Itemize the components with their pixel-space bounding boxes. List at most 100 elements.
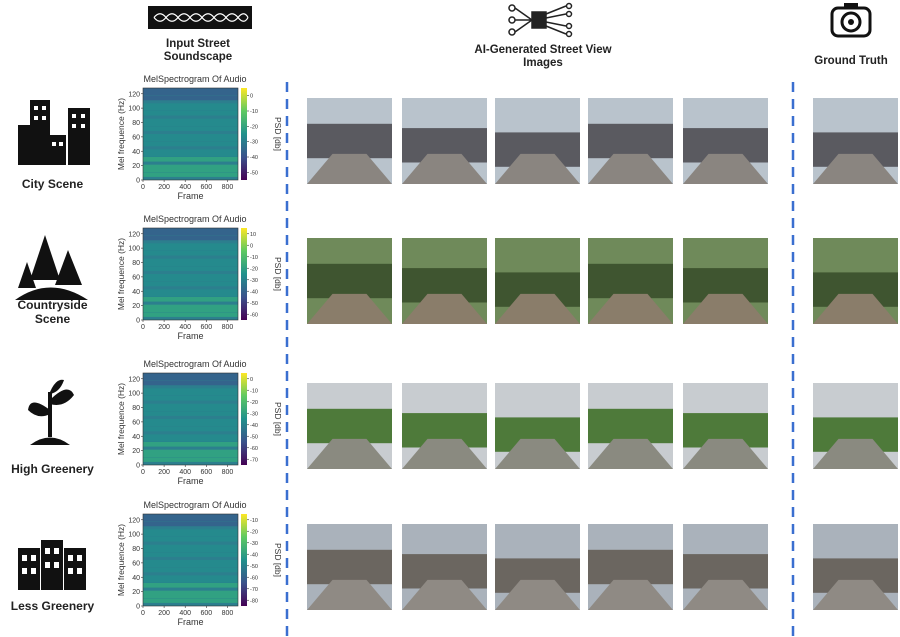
colorbar-tick-label: 10 (250, 232, 256, 238)
image-road (683, 579, 768, 610)
spectrogram-band (143, 396, 238, 401)
spectrogram-band (143, 103, 238, 111)
spectrogram-band (143, 141, 238, 147)
y-tick-label: 100 (128, 106, 140, 113)
y-tick-label: 80 (132, 120, 140, 127)
image-road (402, 579, 487, 610)
x-tick-label: 800 (222, 469, 234, 476)
generated-image (683, 524, 768, 610)
colorbar-tick-label: -50 (250, 170, 258, 176)
column-header: Ground Truth (814, 55, 888, 67)
y-tick-label: 20 (132, 303, 140, 310)
x-tick-label: 0 (141, 324, 145, 331)
spectrogram-band (143, 266, 238, 271)
spectrogram-band (143, 118, 238, 127)
colorbar-tick-label: -20 (250, 400, 258, 406)
colorbar-tick-label: -50 (250, 434, 258, 440)
spectrogram-band (143, 449, 238, 458)
spectrogram-image (143, 228, 238, 320)
colorbar-tick-label: -40 (250, 552, 258, 558)
x-axis-label: Frame (177, 476, 203, 486)
spectrogram-band (143, 442, 238, 447)
generated-image (307, 238, 392, 324)
x-tick-label: 200 (158, 469, 170, 476)
spectrogram-band (143, 560, 238, 568)
spectrogram-band (143, 281, 238, 287)
colorbar (241, 88, 247, 180)
generated-image (683, 238, 768, 324)
generated-image (683, 98, 768, 184)
x-tick-label: 400 (179, 184, 191, 191)
image-road (495, 153, 580, 184)
spectrogram-band (143, 164, 238, 173)
image-road (813, 579, 898, 610)
image-road (402, 293, 487, 324)
y-tick-label: 80 (132, 260, 140, 267)
x-tick-label: 400 (179, 469, 191, 476)
generated-image (495, 238, 580, 324)
spectrogram-band (143, 583, 238, 588)
y-tick-label: 60 (132, 274, 140, 281)
image-road (402, 438, 487, 469)
colorbar-label: PSD [db] (273, 117, 283, 151)
spectrogram-band (143, 228, 238, 236)
colorbar-tick-label: -50 (250, 564, 258, 570)
spectrogram-band (143, 521, 238, 527)
spectrogram-band (143, 312, 238, 317)
image-scene (588, 408, 673, 444)
buildings-icon (18, 540, 86, 590)
spectrogram-band (143, 235, 238, 241)
spectrogram-band (143, 297, 238, 302)
colorbar-tick-label: -10 (250, 109, 258, 115)
y-tick-label: 120 (128, 517, 140, 524)
column-header: AI-Generated Street View Images (474, 44, 612, 69)
y-tick-label: 80 (132, 405, 140, 412)
generated-image (402, 524, 487, 610)
generated-image (402, 238, 487, 324)
spectrogram-band (143, 111, 238, 116)
y-tick-label: 40 (132, 434, 140, 441)
colorbar-label: PSD [db] (273, 543, 283, 577)
colorbar-tick-label: 0 (250, 377, 253, 383)
row-label: High Greenery (11, 462, 94, 476)
y-axis-label: Mel frequence (Hz) (116, 238, 126, 310)
spectrogram-band (143, 157, 238, 162)
y-tick-label: 40 (132, 575, 140, 582)
x-tick-label: 0 (141, 184, 145, 191)
spectrogram-band (143, 134, 238, 142)
y-tick-label: 0 (136, 604, 140, 611)
ground-truth-image (813, 524, 898, 610)
image-road (588, 293, 673, 324)
spectrogram-band (143, 552, 238, 557)
generated-image (307, 98, 392, 184)
spectrogram-band (143, 590, 238, 599)
y-axis-label: Mel frequence (Hz) (116, 383, 126, 455)
image-road (402, 153, 487, 184)
image-road (683, 293, 768, 324)
spectrogram-band (143, 434, 238, 442)
generated-image (402, 98, 487, 184)
image-road (813, 153, 898, 184)
generated-image (495, 383, 580, 469)
y-tick-label: 20 (132, 163, 140, 170)
colorbar-tick-label: -40 (250, 289, 258, 295)
image-road (307, 293, 392, 324)
ai-icon (508, 2, 573, 38)
x-tick-label: 400 (179, 610, 191, 617)
colorbar-tick-label: 0 (250, 94, 253, 100)
spectrogram-band (143, 88, 238, 96)
spectrogram-band (143, 544, 238, 553)
spectrogram-band (143, 373, 238, 381)
colorbar-tick-label: -30 (250, 541, 258, 547)
ground-truth-image (813, 98, 898, 184)
plot-frame (142, 87, 239, 181)
colorbar-tick-label: -80 (250, 598, 258, 604)
x-tick-label: 600 (200, 324, 212, 331)
colorbar-tick-label: -30 (250, 140, 258, 146)
spectrogram-band (143, 457, 238, 462)
image-road (813, 438, 898, 469)
y-tick-label: 100 (128, 246, 140, 253)
spectrogram-image (143, 514, 238, 606)
